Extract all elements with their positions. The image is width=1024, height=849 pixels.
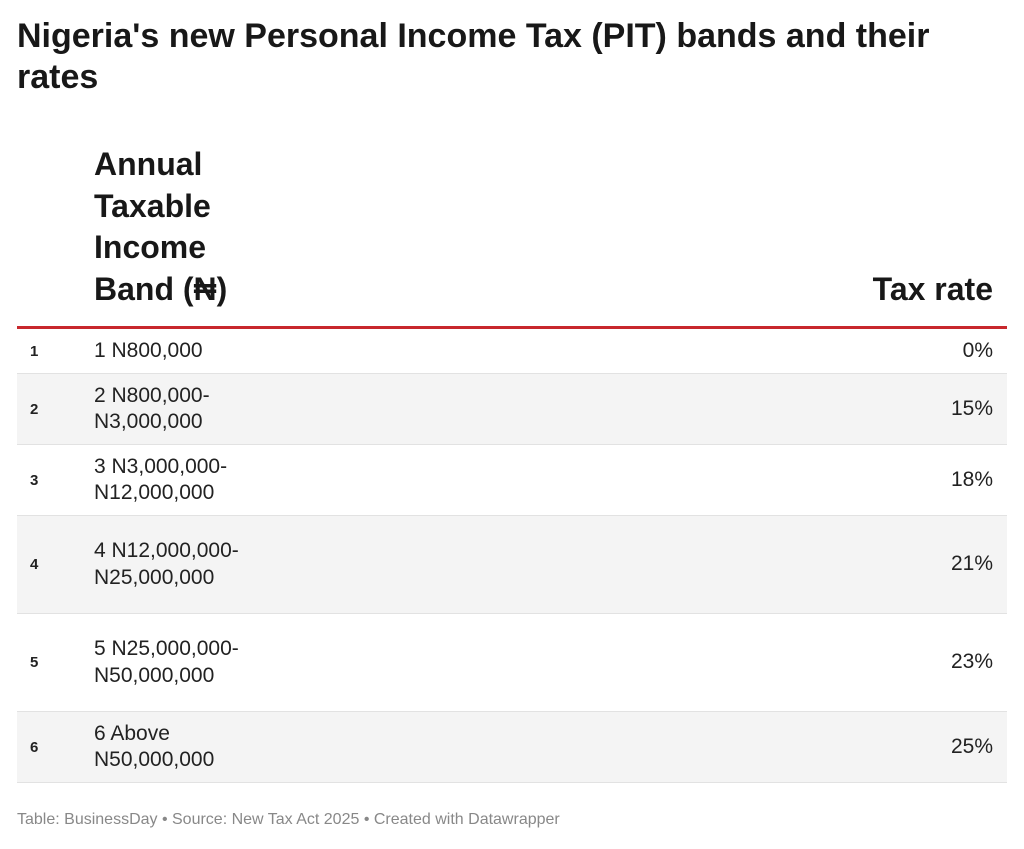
table-row: 2 2 N800,000-N3,000,000 15% (17, 374, 1007, 445)
column-header-band: Annual Taxable Income Band (₦) (94, 146, 228, 307)
table-header: Annual Taxable Income Band (₦) Tax rate (17, 144, 1007, 329)
chart-title: Nigeria's new Personal Income Tax (PIT) … (17, 17, 930, 96)
rate-cell: 21% (950, 552, 993, 576)
column-header-rate: Tax rate (872, 270, 993, 307)
row-number: 4 (30, 556, 39, 573)
rate-cell: 18% (950, 467, 993, 491)
rate-cell: 25% (950, 734, 993, 758)
table-row: 4 4 N12,000,000-N25,000,000 21% (17, 516, 1007, 614)
rate-cell: 23% (950, 650, 993, 674)
row-number: 3 (30, 471, 39, 489)
row-number: 1 (30, 342, 39, 360)
band-cell: 1 N800,000 (94, 338, 203, 362)
row-number: 2 (30, 400, 39, 418)
table-row: 6 6 Above N50,000,000 25% (17, 712, 1007, 783)
band-cell: 3 N3,000,000-N12,000,000 (94, 454, 228, 505)
band-cell: 4 N12,000,000-N25,000,000 (94, 539, 239, 589)
band-cell: 2 N800,000-N3,000,000 (94, 383, 210, 434)
band-cell: 6 Above N50,000,000 (94, 721, 215, 772)
rate-cell: 0% (962, 338, 993, 362)
rate-cell: 15% (950, 396, 993, 420)
row-number: 5 (30, 654, 39, 671)
tax-bands-table: Annual Taxable Income Band (₦) Tax rate … (17, 144, 1007, 783)
table-row: 5 5 N25,000,000-N50,000,000 23% (17, 614, 1007, 712)
band-cell: 5 N25,000,000-N50,000,000 (94, 637, 239, 687)
table-row: 3 3 N3,000,000-N12,000,000 18% (17, 445, 1007, 516)
row-number: 6 (30, 738, 39, 756)
chart-footer: Table: BusinessDay • Source: New Tax Act… (17, 811, 560, 828)
table-row: 1 1 N800,000 0% (17, 329, 1007, 374)
